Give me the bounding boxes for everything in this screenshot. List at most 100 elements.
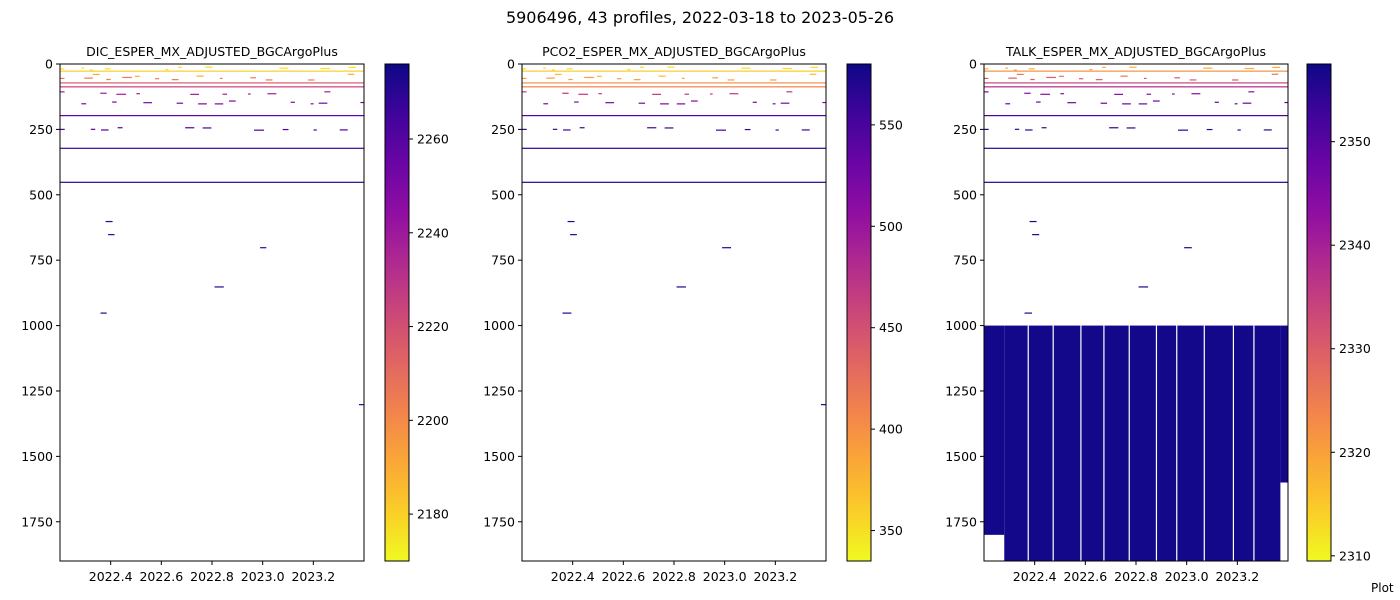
data-segment [652,93,662,95]
data-segment [89,69,93,71]
data-segment [105,220,113,223]
data-segment [810,66,819,69]
data-segment [574,101,579,103]
data-segment [1282,404,1288,406]
data-segment [1100,102,1108,104]
data-segment [684,93,690,95]
data-layer [984,86,1288,88]
data-segment [1008,77,1017,79]
data-segment [60,128,65,130]
y-tick-label: 750 [491,253,515,268]
data-segment [676,103,686,105]
y-tick-label: 1250 [945,383,977,398]
data-segment [348,66,357,69]
data-segment [1174,77,1181,79]
data-segment [605,102,614,104]
data-layer [60,82,364,84]
x-tick-label: 2022.4 [89,569,133,584]
data-segment [566,68,573,70]
data-segment [1016,73,1024,76]
data-segment [196,75,204,77]
data-layer [984,82,1288,84]
y-tick-label: 0 [969,57,977,72]
data-segment [741,67,751,69]
data-layer [60,181,364,183]
data-segment [690,100,698,102]
x-tick-label: 2023.0 [241,569,285,584]
data-segment [543,67,547,69]
data-segment [60,77,65,80]
data-segment [522,91,527,93]
data-segment [165,68,169,71]
data-segment [1095,79,1103,81]
data-segment [198,103,207,105]
data-segment [360,101,364,104]
data-layer [60,70,364,72]
colorbar [384,63,410,562]
data-segment [616,78,622,80]
data-segment [222,93,228,95]
y-tick-label: 750 [953,253,977,268]
data-segment [143,102,152,104]
data-layer [984,115,1288,117]
colorbar-tick-label: 2260 [417,132,449,147]
footer-label: Plot [1371,581,1394,595]
data-segment [1146,93,1152,95]
y-tick-label: 1750 [483,514,515,529]
data-segment [554,73,562,76]
y-tick-label: 0 [45,57,53,72]
y-tick-label: 250 [953,122,977,137]
x-tick-label: 2022.6 [139,569,183,584]
data-layer [522,181,826,183]
data-segment [308,79,315,81]
x-tick-label: 2022.6 [601,569,645,584]
data-segment [1028,68,1035,70]
data-segment [1025,129,1033,131]
data-segment [1040,93,1051,95]
data-segment [1036,101,1041,103]
data-segment [640,66,644,68]
colorbar-tick-label: 2200 [417,413,449,428]
data-segment [154,78,160,80]
data-segment [568,78,573,81]
data-segment [60,91,65,93]
data-segment [1046,76,1056,79]
y-tick-label: 1750 [21,514,53,529]
colorbar-tick-label: 2240 [417,225,449,240]
data-segment [567,220,575,223]
data-block [1004,325,1281,561]
data-segment [627,68,631,71]
profile-gap [1052,325,1054,561]
data-segment [318,102,328,104]
y-tick-label: 1750 [945,514,977,529]
colorbar-tick-label: 2320 [1339,445,1371,460]
y-tick-label: 1500 [483,449,515,464]
data-segment [1024,92,1031,94]
profile-gap [1080,325,1082,561]
data-segment [1109,127,1119,129]
data-segment [712,77,719,79]
data-segment [60,68,65,70]
data-segment [81,103,87,105]
data-segment [1152,100,1160,102]
data-segment [1013,69,1017,71]
data-segment [716,129,727,131]
data-segment [106,78,111,81]
figure-title: 5906496, 43 profiles, 2022-03-18 to 2023… [505,8,895,27]
y-tick-label: 1250 [483,383,515,398]
data-layer [60,86,364,88]
y-tick-label: 1500 [945,449,977,464]
data-segment [122,76,132,79]
panel-title: PCO2_ESPER_MX_ADJUSTED_BGCArgoPlus [542,44,806,59]
data-segment [190,93,200,95]
data-segment [1263,129,1272,131]
colorbar-tick-label: 350 [879,523,903,538]
data-segment [1234,103,1238,105]
data-segment [660,103,669,105]
data-segment [522,77,527,80]
y-tick-label: 1000 [945,318,977,333]
data-segment [744,128,751,131]
data-segment [984,77,989,80]
data-segment [638,102,646,104]
data-segment [81,67,85,69]
